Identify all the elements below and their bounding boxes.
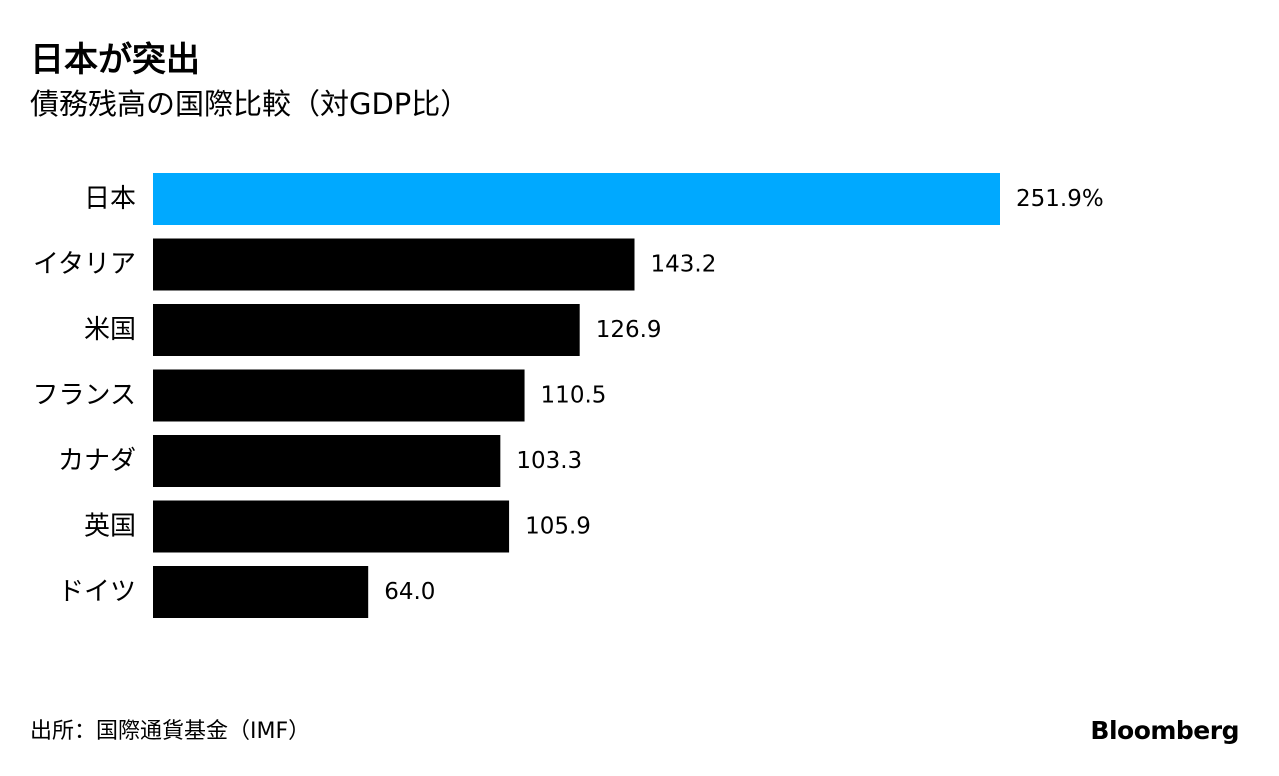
category-label: 英国 bbox=[84, 512, 136, 542]
bar bbox=[153, 173, 1000, 225]
category-label: 米国 bbox=[84, 315, 136, 345]
category-label: 日本 bbox=[84, 184, 136, 214]
value-label: 143.2 bbox=[651, 252, 717, 278]
bar bbox=[153, 369, 525, 422]
category-label: カナダ bbox=[58, 446, 136, 476]
category-label: ドイツ bbox=[58, 577, 136, 607]
source-note: 出所：国際通貨基金（IMF） bbox=[30, 719, 311, 744]
bar bbox=[153, 435, 501, 487]
bloomberg-logo: Bloomberg bbox=[1090, 716, 1239, 745]
value-label: 126.9 bbox=[596, 317, 662, 343]
chart-subtitle: 債務残高の国際比較（対GDP比） bbox=[30, 87, 470, 121]
bar bbox=[153, 500, 510, 553]
category-label: フランス bbox=[33, 381, 136, 411]
value-label: 110.5 bbox=[541, 383, 607, 409]
bar bbox=[153, 566, 369, 618]
value-label: 103.3 bbox=[516, 448, 582, 474]
value-label: 64.0 bbox=[384, 579, 435, 605]
chart-title: 日本が突出 bbox=[30, 40, 200, 80]
value-label: 105.9 bbox=[525, 514, 591, 540]
bar bbox=[153, 238, 635, 291]
bar bbox=[153, 304, 580, 356]
value-label: 251.9% bbox=[1016, 186, 1104, 212]
category-label: イタリア bbox=[33, 250, 136, 280]
